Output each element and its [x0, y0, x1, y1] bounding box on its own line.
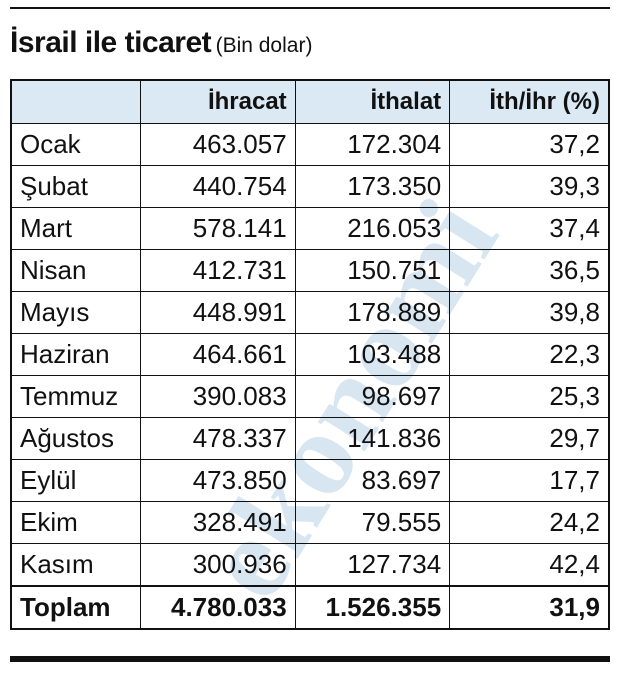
month-cell: Ekim [10, 501, 142, 544]
data-table: İhracat İthalat İth/İhr (%) Ocak 463.057 172… [10, 79, 610, 630]
table-row: Şubat 440.754 173.350 39,3 [10, 165, 610, 208]
value-cell: 36,5 [449, 249, 610, 292]
value-cell: 578.141 [140, 207, 296, 250]
value-cell: 79.555 [294, 501, 451, 544]
value-cell: 390.083 [140, 375, 296, 418]
header-cell: İth/İhr (%) [449, 79, 610, 124]
value-cell: 216.053 [294, 207, 451, 250]
subtitle: (Bin dolar) [215, 34, 313, 57]
table-row: Ağustos 478.337 141.836 29,7 [10, 417, 610, 460]
value-cell: 42,4 [449, 543, 610, 587]
month-cell: Şubat [10, 165, 142, 208]
month-cell: Nisan [10, 249, 142, 292]
value-cell: 98.697 [294, 375, 451, 418]
table-row: Temmuz 390.083 98.697 25,3 [10, 375, 610, 418]
total-cell: 1.526.355 [294, 585, 451, 630]
header-cell [10, 79, 142, 124]
total-cell: Toplam [10, 585, 142, 630]
header-cell: İthalat [294, 79, 451, 124]
value-cell: 464.661 [140, 333, 296, 376]
table-body: Ocak 463.057 172.304 37,2 Şubat 440.754 173.35… [10, 123, 610, 630]
value-cell: 478.337 [140, 417, 296, 460]
value-cell: 172.304 [294, 123, 451, 166]
value-cell: 412.731 [140, 249, 296, 292]
total-cell: 4.780.033 [140, 585, 296, 630]
value-cell: 473.850 [140, 459, 296, 502]
month-cell: Ağustos [10, 417, 142, 460]
value-cell: 103.488 [294, 333, 451, 376]
top-rule [10, 7, 610, 9]
header-row: İhracat İthalat İth/İhr (%) [10, 79, 610, 124]
table-row: Mart 578.141 216.053 37,4 [10, 207, 610, 250]
total-row: Toplam 4.780.033 1.526.355 31,9 [10, 585, 610, 630]
table-row: Ekim 328.491 79.555 24,2 [10, 501, 610, 544]
month-cell: Kasım [10, 543, 142, 587]
value-cell: 300.936 [140, 543, 296, 587]
total-cell: 31,9 [449, 585, 610, 630]
month-cell: Mayıs [10, 291, 142, 334]
header-cell: İhracat [140, 79, 296, 124]
month-cell: Temmuz [10, 375, 142, 418]
month-cell: Haziran [10, 333, 142, 376]
table-row: Mayıs 448.991 178.889 39,8 [10, 291, 610, 334]
table-row: Kasım 300.936 127.734 42,4 [10, 543, 610, 587]
title: İsrail ile ticaret [10, 26, 212, 59]
value-cell: 37,4 [449, 207, 610, 250]
value-cell: 22,3 [449, 333, 610, 376]
table-row: Eylül 473.850 83.697 17,7 [10, 459, 610, 502]
value-cell: 37,2 [449, 123, 610, 166]
bottom-rule [10, 656, 610, 662]
title-block: İsrail ile ticaret (Bin dolar) [10, 26, 312, 60]
value-cell: 328.491 [140, 501, 296, 544]
value-cell: 141.836 [294, 417, 451, 460]
value-cell: 24,2 [449, 501, 610, 544]
value-cell: 25,3 [449, 375, 610, 418]
value-cell: 173.350 [294, 165, 451, 208]
value-cell: 448.991 [140, 291, 296, 334]
value-cell: 178.889 [294, 291, 451, 334]
value-cell: 440.754 [140, 165, 296, 208]
table-row: Ocak 463.057 172.304 37,2 [10, 123, 610, 166]
value-cell: 29,7 [449, 417, 610, 460]
month-cell: Eylül [10, 459, 142, 502]
value-cell: 127.734 [294, 543, 451, 587]
month-cell: Mart [10, 207, 142, 250]
table-row: Nisan 412.731 150.751 36,5 [10, 249, 610, 292]
value-cell: 39,8 [449, 291, 610, 334]
value-cell: 39,3 [449, 165, 610, 208]
value-cell: 150.751 [294, 249, 451, 292]
value-cell: 463.057 [140, 123, 296, 166]
table-row: Haziran 464.661 103.488 22,3 [10, 333, 610, 376]
value-cell: 83.697 [294, 459, 451, 502]
value-cell: 17,7 [449, 459, 610, 502]
month-cell: Ocak [10, 123, 142, 166]
